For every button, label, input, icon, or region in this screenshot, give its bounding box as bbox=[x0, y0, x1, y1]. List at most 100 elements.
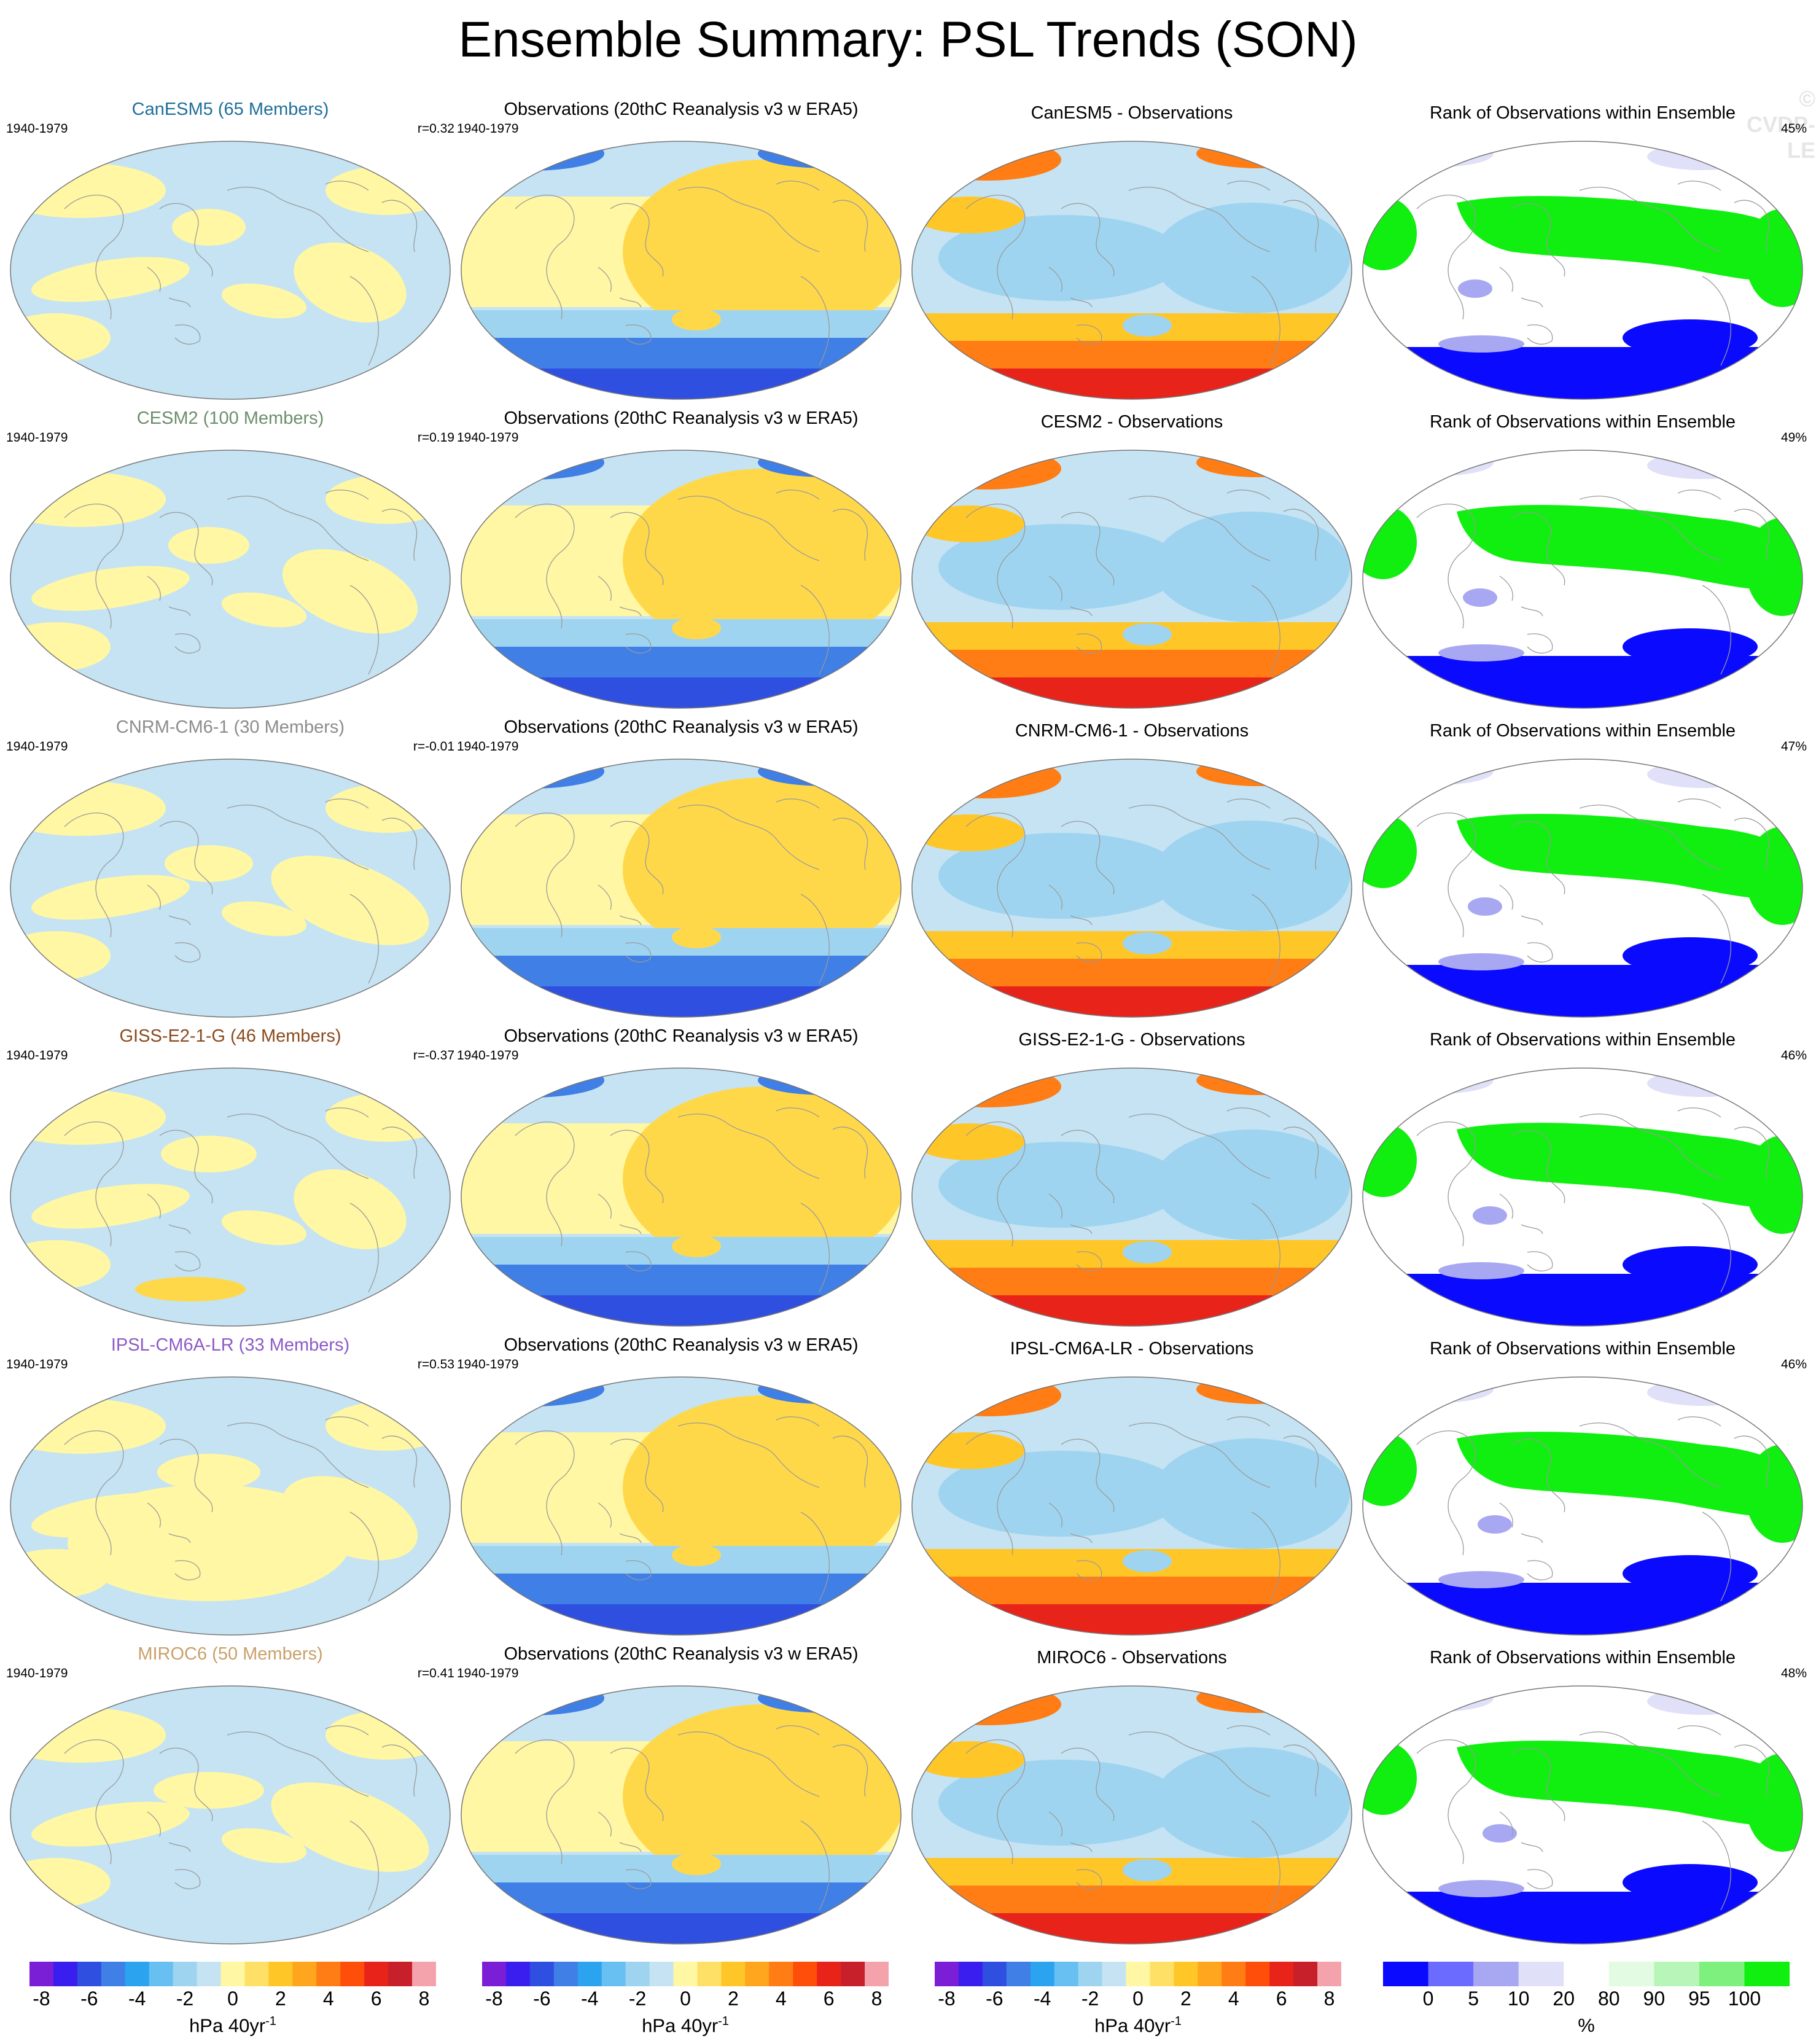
positive-difference-region bbox=[914, 1432, 1024, 1469]
coastline bbox=[1702, 585, 1731, 675]
rank-map-fill bbox=[1363, 1068, 1802, 1326]
positive-trend-region bbox=[31, 566, 190, 611]
colorbar-swatch bbox=[268, 1962, 293, 1986]
coastline bbox=[1677, 1416, 1721, 1427]
positive-trend-region bbox=[135, 1277, 246, 1301]
obs-panel-title: Observations (20thC Reanalysis v3 w ERA5… bbox=[504, 408, 859, 428]
rank-map-fill bbox=[1363, 1686, 1802, 1944]
southern-band-dark bbox=[461, 986, 901, 1017]
low-rank-region bbox=[1383, 759, 1494, 785]
positive-trend-region bbox=[172, 209, 246, 246]
model-map-fill bbox=[10, 141, 450, 399]
period-label: 1940-1979 bbox=[6, 122, 68, 136]
colorbar-swatch bbox=[1030, 1962, 1055, 1986]
south-pacific-negative-cell bbox=[1123, 314, 1172, 337]
model-panel-title: MIROC6 (50 Members) bbox=[138, 1644, 323, 1664]
high-rank-region bbox=[1457, 196, 1802, 282]
coastline bbox=[625, 324, 652, 345]
south-pacific-negative-cell bbox=[1123, 1859, 1172, 1881]
page-title: Ensemble Summary: PSL Trends (SON) bbox=[458, 12, 1358, 68]
south-pacific-positive-cell bbox=[672, 926, 721, 948]
map-outline bbox=[911, 141, 1352, 400]
positive-trend-region bbox=[221, 901, 307, 937]
coastline bbox=[1251, 1203, 1280, 1293]
colorbar-tick-label: -2 bbox=[1081, 1987, 1099, 2010]
coastline bbox=[1677, 1107, 1721, 1118]
negative-difference-region bbox=[938, 524, 1184, 610]
obs-panel-title: Observations (20thC Reanalysis v3 w ERA5… bbox=[504, 717, 859, 737]
coastline bbox=[227, 805, 369, 870]
rank-panel-title: Rank of Observations within Ensemble bbox=[1429, 103, 1736, 123]
coastline bbox=[1511, 1747, 1565, 1822]
southern-band-red bbox=[912, 1604, 1352, 1635]
colorbar-tick-label: 8 bbox=[871, 1987, 883, 2010]
rank-map bbox=[1362, 1376, 1803, 1636]
coastline bbox=[325, 1725, 369, 1736]
diff-panel-title: MIROC6 - Observations bbox=[1037, 1648, 1227, 1668]
colorbar-swatch bbox=[1198, 1962, 1222, 1986]
model-panel: GISS-E2-1-G (46 Members) 1940-1979 r=-0.37 bbox=[6, 1026, 454, 1336]
coastline bbox=[1226, 181, 1271, 191]
coastline bbox=[598, 1502, 642, 1543]
colorbar-swatch bbox=[1564, 1962, 1610, 1986]
high-rank-region bbox=[1457, 1123, 1802, 1209]
coastline bbox=[800, 585, 830, 675]
southern-band-red bbox=[912, 1913, 1352, 1944]
colorbar-tick-label: 8 bbox=[418, 1987, 430, 2010]
coastline bbox=[227, 1422, 369, 1488]
diff-panel: CNRM-CM6-1 - Observations bbox=[908, 717, 1356, 1028]
colorbar-swatch bbox=[1317, 1962, 1341, 1986]
trend-colorbar-1: -8 -6 -4 -2 0 2 4 6 8 hPa 40yr-1 bbox=[29, 1962, 436, 2038]
obs-panel: Observations (20thC Reanalysis v3 w ERA5… bbox=[457, 1335, 905, 1645]
obs-map-fill bbox=[461, 1068, 901, 1326]
obs-map-fill bbox=[461, 450, 901, 708]
coastline bbox=[1579, 187, 1721, 252]
pattern-correlation: r=-0.01 bbox=[413, 739, 454, 754]
colorbar-tick-label: 0 bbox=[1132, 1987, 1144, 2010]
positive-trend-region bbox=[31, 1801, 190, 1847]
south-pacific-negative-cell bbox=[1123, 623, 1172, 646]
low-rank-region bbox=[1647, 143, 1758, 170]
colorbar-tick-label: 4 bbox=[322, 1987, 334, 2010]
southern-band-dark bbox=[461, 1295, 901, 1326]
coastline bbox=[147, 1502, 191, 1543]
model-map-fill bbox=[10, 759, 450, 1017]
low-rank-region bbox=[1647, 452, 1758, 479]
rank-map bbox=[1362, 141, 1803, 400]
pacific-positive-region bbox=[629, 528, 727, 569]
coastline bbox=[610, 1438, 664, 1513]
colorbar-swatch bbox=[364, 1962, 389, 1986]
colorbar-swatch bbox=[340, 1962, 365, 1986]
colorbar-swatch bbox=[649, 1962, 674, 1986]
period-label: 1940-1979 bbox=[457, 1048, 519, 1063]
arctic-positive-region bbox=[914, 1068, 1061, 1107]
negative-difference-region bbox=[938, 215, 1184, 301]
coastline bbox=[147, 1193, 191, 1235]
coastline bbox=[1226, 490, 1271, 500]
coastline bbox=[227, 1731, 369, 1797]
rank-percent: 48% bbox=[1780, 1666, 1807, 1680]
obs-map bbox=[461, 450, 902, 709]
coastline bbox=[800, 1820, 830, 1911]
map-outline bbox=[911, 450, 1352, 709]
map-outline bbox=[10, 1067, 451, 1327]
southern-ocean-low-rank bbox=[1623, 628, 1758, 665]
colorbar-swatch bbox=[53, 1962, 78, 1986]
coastline bbox=[1416, 1430, 1476, 1556]
diff-panel: CanESM5 - Observations bbox=[908, 99, 1356, 410]
colorbar-tick-label: 100 bbox=[1728, 1987, 1761, 2010]
coastline bbox=[1061, 1129, 1115, 1204]
coastline bbox=[515, 1739, 575, 1865]
pattern-correlation: r=0.32 bbox=[417, 122, 454, 136]
colorbar-units-label: hPa 40yr-1 bbox=[1094, 2015, 1182, 2037]
model-panel-title: GISS-E2-1-G (46 Members) bbox=[119, 1026, 341, 1046]
southern-band-orange bbox=[912, 1577, 1352, 1607]
positive-trend-region bbox=[294, 1169, 407, 1250]
low-rank-region bbox=[1463, 588, 1497, 607]
map-outline bbox=[911, 759, 1352, 1018]
coastline bbox=[515, 1430, 575, 1556]
coastline bbox=[1416, 813, 1476, 938]
obs-panel: Observations (20thC Reanalysis v3 w ERA5… bbox=[457, 1026, 905, 1336]
diff-map bbox=[911, 1376, 1352, 1636]
colorbar-tick-label: -6 bbox=[986, 1987, 1003, 2010]
